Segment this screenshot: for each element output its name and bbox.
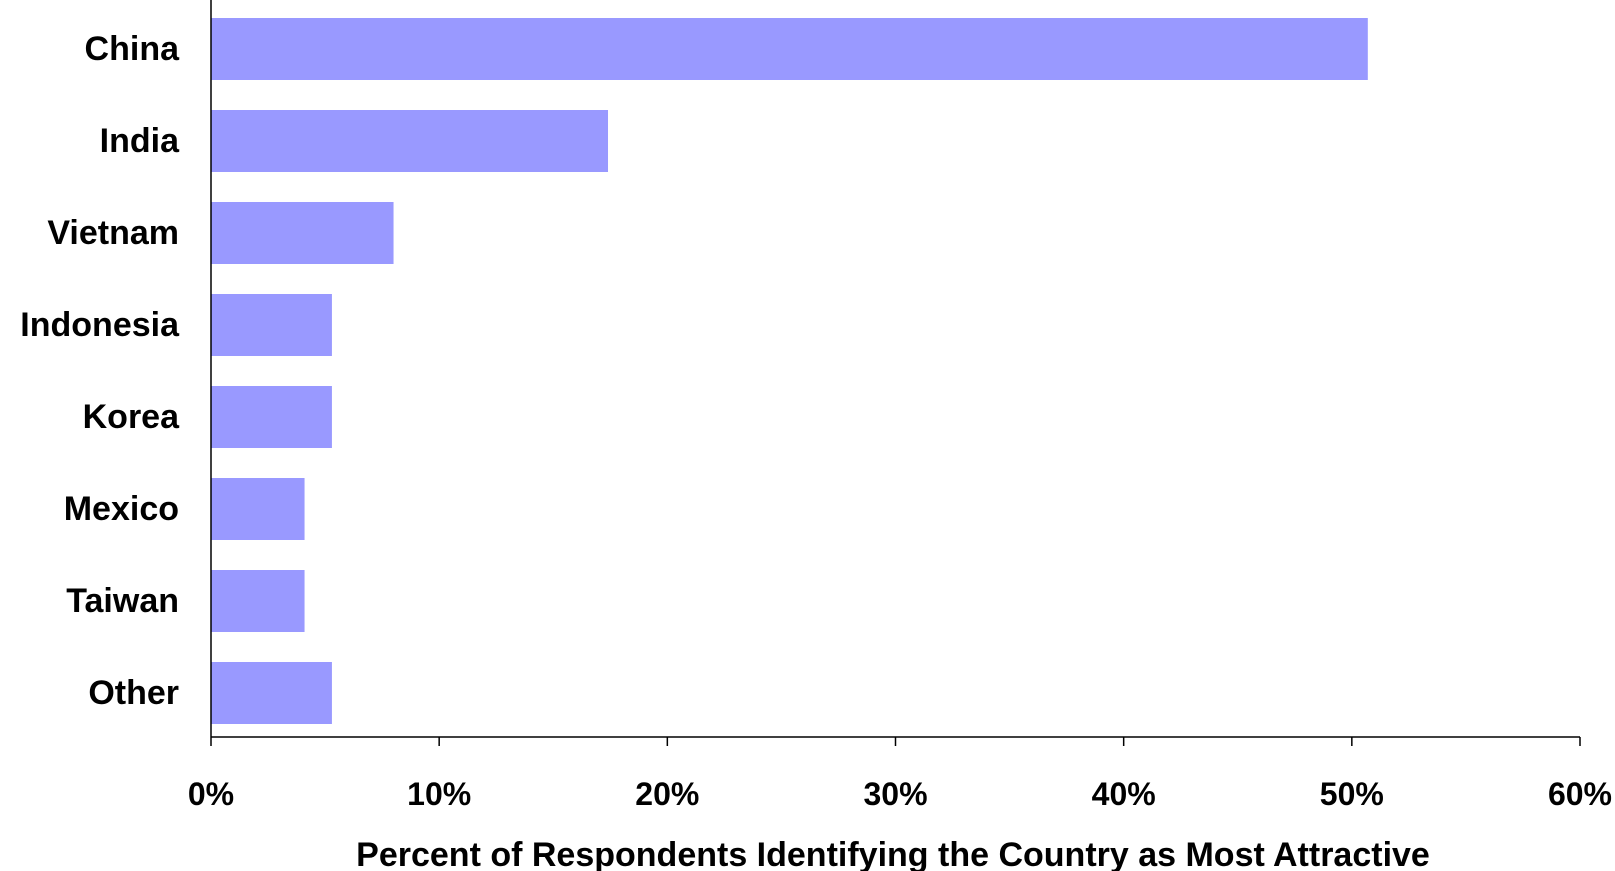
x-tick-label: 0% <box>188 776 234 812</box>
bar-indonesia <box>211 294 332 356</box>
bar-korea <box>211 386 332 448</box>
category-label-korea: Korea <box>83 398 180 436</box>
bar-india <box>211 110 609 172</box>
category-label-indonesia: Indonesia <box>20 306 180 344</box>
x-tick-label: 10% <box>407 776 471 812</box>
x-tick-label: 50% <box>1320 776 1384 812</box>
category-label-china: China <box>85 30 181 68</box>
bar-taiwan <box>211 570 305 632</box>
category-label-other: Other <box>88 674 179 712</box>
x-tick-label: 30% <box>863 776 927 812</box>
x-axis-title: Percent of Respondents Identifying the C… <box>356 836 1430 871</box>
x-ticks-layer: 0% 10% 20% 30% 40% 50% 60% <box>188 737 1612 812</box>
category-label-vietnam: Vietnam <box>47 214 179 252</box>
category-label-india: India <box>100 122 180 160</box>
x-tick-label: 40% <box>1092 776 1156 812</box>
x-tick-label: 60% <box>1548 776 1612 812</box>
bar-china <box>211 18 1368 80</box>
category-labels-layer: China India Vietnam Indonesia Korea Mexico Tai… <box>20 30 180 712</box>
bar-vietnam <box>211 202 394 264</box>
bars-layer <box>211 18 1368 724</box>
x-tick-label: 20% <box>635 776 699 812</box>
bar-other <box>211 662 332 724</box>
category-label-mexico: Mexico <box>64 490 179 528</box>
category-label-taiwan: Taiwan <box>66 582 179 620</box>
bar-mexico <box>211 478 305 540</box>
